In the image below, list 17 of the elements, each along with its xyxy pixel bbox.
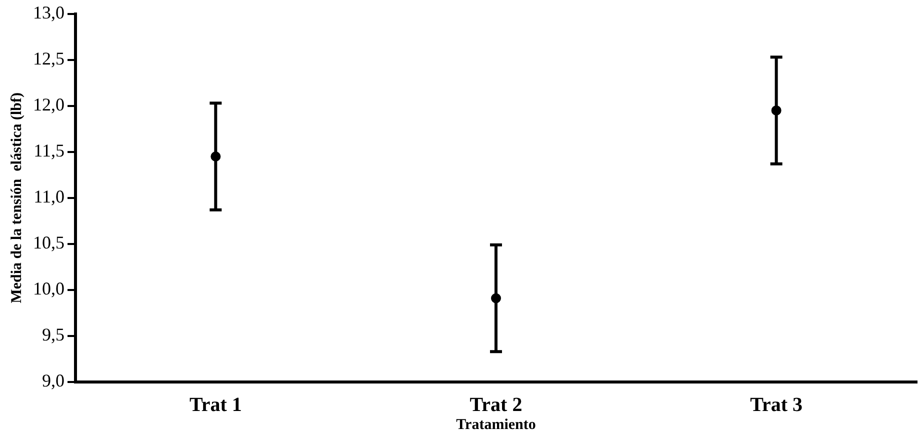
point xyxy=(491,293,501,304)
y-tick-label: 12,5 xyxy=(33,48,64,69)
y-tick-label: 13,0 xyxy=(33,2,64,23)
y-tick-label: 11,5 xyxy=(34,140,64,161)
x-tick-label: Trat 2 xyxy=(470,394,522,416)
x-tick-label: Trat 3 xyxy=(750,394,803,416)
y-tick-label: 11,0 xyxy=(34,186,64,207)
x-axis-title: Tratamiento xyxy=(456,416,536,433)
point xyxy=(210,151,221,162)
y-tick-label: 10,5 xyxy=(33,232,64,253)
x-tick-label: Trat 1 xyxy=(189,394,242,416)
y-tick-label: 9,0 xyxy=(42,370,64,391)
y-axis-title: Media de la tensión elástica (lbf) xyxy=(8,92,25,304)
point xyxy=(771,105,782,116)
y-tick-label: 9,5 xyxy=(42,324,64,345)
y-tick-label: 12,0 xyxy=(33,94,64,115)
y-tick-label: 10,0 xyxy=(33,278,64,299)
